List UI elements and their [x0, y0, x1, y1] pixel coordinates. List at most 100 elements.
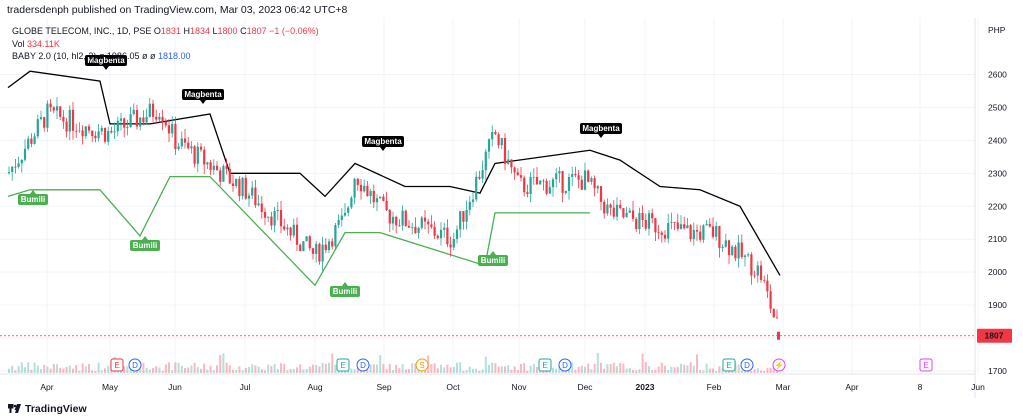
- volume-bar: [136, 370, 138, 373]
- volume-bar: [481, 369, 484, 373]
- candle-body-down: [727, 240, 731, 256]
- candle-body-up: [529, 176, 532, 194]
- volume-bar: [635, 370, 638, 373]
- dividend-marker: [356, 358, 370, 372]
- earnings-marker-label[interactable]: E: [726, 361, 731, 370]
- volume-bar: [353, 369, 356, 373]
- volume-bar: [484, 356, 487, 373]
- volume-bar: [654, 369, 657, 373]
- volume-bar: [308, 366, 311, 373]
- volume-bar: [49, 368, 52, 373]
- volume-value: 334.11K: [27, 38, 60, 49]
- candle-body-up: [487, 139, 491, 152]
- volume-bar: [264, 370, 266, 373]
- earnings-marker-label[interactable]: E: [923, 361, 928, 370]
- dividend-marker-label[interactable]: D: [562, 361, 568, 370]
- volume-bar: [305, 368, 308, 373]
- earnings-marker: [722, 358, 736, 372]
- candle-body-down: [62, 116, 65, 122]
- candle-body-up: [257, 203, 260, 206]
- time-tick-label: 2023: [636, 382, 655, 392]
- support-line: [7, 175, 590, 287]
- volume-bar: [72, 368, 74, 373]
- candle-body-up: [705, 224, 708, 226]
- candle-body-up: [555, 173, 558, 180]
- candle-body-down: [644, 219, 647, 229]
- candle-body-up: [369, 191, 372, 197]
- price-tick-label: 2200: [988, 201, 1007, 211]
- volume-bar: [593, 363, 596, 373]
- volume-bar: [257, 366, 260, 373]
- volume-bar: [369, 364, 372, 373]
- split-marker-label[interactable]: S: [419, 361, 424, 370]
- volume-bar: [532, 364, 535, 373]
- candle-body-up: [747, 254, 750, 256]
- candle-body-up: [596, 186, 599, 189]
- dividend-marker: [128, 358, 142, 372]
- resistance-line: [7, 70, 781, 276]
- flash-marker-label[interactable]: ⚡: [774, 360, 784, 370]
- volume-bar: [312, 364, 314, 373]
- candle-body-up: [206, 162, 209, 165]
- last-price-badge: [977, 328, 1012, 343]
- volume-bar: [376, 364, 378, 373]
- candle-body-up: [107, 130, 110, 142]
- volume-bar: [193, 362, 196, 373]
- volume-bar: [769, 367, 772, 373]
- indicator-value-1: 1986.05: [106, 51, 140, 61]
- dividend-marker-label[interactable]: D: [360, 361, 366, 370]
- candle-body-down: [331, 241, 334, 247]
- candle-body-down: [542, 180, 545, 182]
- volume-bar: [302, 369, 305, 373]
- volume-bar: [145, 367, 148, 373]
- chart-area[interactable]: Magbenta Magbenta Magbenta Magbenta Bumili Bu…: [0, 18, 1023, 398]
- dividend-marker-label[interactable]: D: [744, 361, 750, 370]
- volume-bar: [587, 363, 590, 373]
- volume-bar: [760, 370, 762, 373]
- candle-body-up: [606, 204, 609, 214]
- candle-body-down: [423, 217, 427, 222]
- volume-bar: [200, 368, 202, 373]
- earnings-marker-label[interactable]: E: [542, 361, 547, 370]
- candle-body-up: [36, 119, 39, 137]
- candle-body-up: [177, 146, 180, 150]
- candle-body-up: [139, 117, 142, 127]
- volume-bar: [609, 364, 612, 373]
- sell-signal-badge: [580, 123, 622, 134]
- candle-body-down: [478, 176, 481, 179]
- volume-bar: [683, 364, 686, 373]
- candle-body-down: [30, 138, 33, 144]
- volume-row: Vol 334.11K: [12, 38, 319, 51]
- low-value: 1800: [217, 26, 238, 36]
- candle-body-up: [196, 146, 199, 164]
- volume-bar: [766, 367, 769, 373]
- earnings-marker-label[interactable]: E: [340, 361, 345, 370]
- volume-bar: [129, 367, 132, 373]
- volume-bar: [104, 368, 106, 373]
- volume-bar: [513, 366, 516, 373]
- candle-body-up: [7, 172, 11, 174]
- volume-bar: [299, 364, 302, 373]
- volume-bar: [772, 367, 775, 373]
- dividend-marker-label[interactable]: D: [132, 361, 138, 370]
- candle-body-down: [622, 208, 625, 218]
- volume-bar: [148, 369, 151, 373]
- candle-body-down: [769, 291, 772, 309]
- candle-body-up: [439, 229, 443, 239]
- candlestick-chart[interactable]: Magbenta Magbenta Magbenta Magbenta Bumili Bu…: [0, 18, 1023, 398]
- volume-bar: [379, 355, 382, 373]
- volume-bar: [459, 362, 462, 373]
- volume-bar: [686, 365, 689, 373]
- volume-bar: [497, 366, 500, 373]
- candle-body-up: [715, 226, 718, 237]
- candle-body-down: [14, 166, 17, 168]
- candle-body-down: [209, 162, 212, 170]
- candle-body-down: [673, 222, 676, 223]
- candle-body-up: [551, 179, 555, 188]
- candle-body-up: [638, 212, 641, 230]
- candle-body-up: [68, 109, 71, 132]
- volume-bar: [651, 370, 654, 373]
- candle-body-down: [203, 149, 206, 165]
- earnings-marker-label[interactable]: E: [114, 361, 119, 370]
- volume-bar: [638, 369, 641, 373]
